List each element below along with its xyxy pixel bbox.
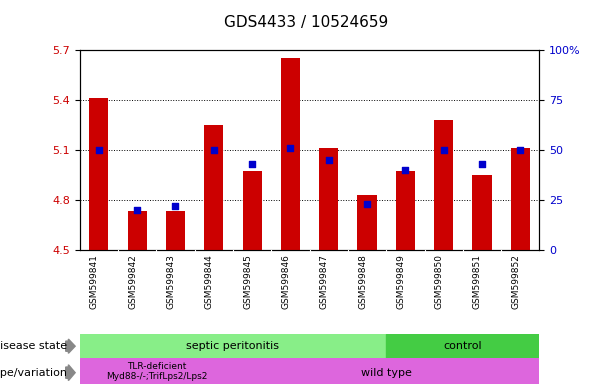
Point <box>247 161 257 167</box>
Point <box>439 147 449 153</box>
Point <box>324 157 333 163</box>
Text: TLR-deficient
Myd88-/-;TrifLps2/Lps2: TLR-deficient Myd88-/-;TrifLps2/Lps2 <box>105 361 207 381</box>
Bar <box>511 148 530 250</box>
Text: GSM599845: GSM599845 <box>243 254 252 309</box>
Text: GSM599843: GSM599843 <box>167 254 175 309</box>
Bar <box>434 120 453 250</box>
Point <box>132 207 142 213</box>
Bar <box>128 211 147 250</box>
Bar <box>80 358 233 384</box>
FancyArrow shape <box>66 365 75 381</box>
Point <box>94 147 104 153</box>
Text: genotype/variation: genotype/variation <box>0 367 67 378</box>
Text: GSM599852: GSM599852 <box>511 254 520 309</box>
Text: GSM599849: GSM599849 <box>397 254 405 309</box>
Bar <box>80 334 386 358</box>
Text: GSM599846: GSM599846 <box>281 254 291 309</box>
Text: GSM599842: GSM599842 <box>128 254 137 309</box>
Bar <box>204 125 223 250</box>
Bar <box>281 58 300 250</box>
Text: septic peritonitis: septic peritonitis <box>186 341 280 351</box>
Point <box>362 200 372 207</box>
Text: GSM599851: GSM599851 <box>473 254 482 309</box>
Text: wild type: wild type <box>361 367 411 378</box>
Point <box>400 167 410 173</box>
Bar <box>357 195 376 250</box>
Bar <box>396 171 415 250</box>
Bar <box>89 98 109 250</box>
Text: GSM599847: GSM599847 <box>320 254 329 309</box>
Bar <box>319 148 338 250</box>
Point <box>286 145 295 151</box>
Text: GSM599841: GSM599841 <box>90 254 99 309</box>
Point <box>170 203 180 209</box>
Text: GDS4433 / 10524659: GDS4433 / 10524659 <box>224 15 389 30</box>
Text: GSM599844: GSM599844 <box>205 254 214 309</box>
Text: control: control <box>443 341 482 351</box>
Bar <box>386 334 539 358</box>
Bar <box>243 171 262 250</box>
FancyArrow shape <box>66 339 75 353</box>
Text: GSM599850: GSM599850 <box>435 254 444 309</box>
Text: GSM599848: GSM599848 <box>358 254 367 309</box>
Point <box>209 147 219 153</box>
Text: disease state: disease state <box>0 341 67 351</box>
Point <box>477 161 487 167</box>
Bar <box>233 358 539 384</box>
Point <box>516 147 525 153</box>
Bar <box>166 211 185 250</box>
Bar <box>473 175 492 250</box>
